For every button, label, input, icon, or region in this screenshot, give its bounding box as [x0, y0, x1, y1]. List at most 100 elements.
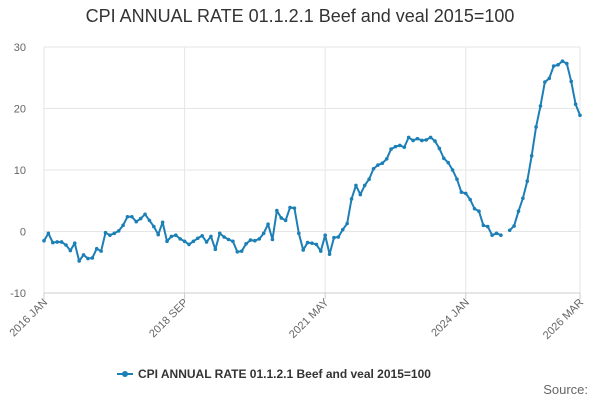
data-point[interactable] — [253, 238, 257, 243]
data-point[interactable] — [195, 236, 200, 241]
data-point[interactable] — [270, 237, 275, 242]
data-point[interactable] — [50, 240, 55, 245]
data-point[interactable] — [398, 143, 402, 148]
data-point[interactable] — [499, 233, 503, 237]
data-point[interactable] — [565, 61, 569, 66]
data-point[interactable] — [525, 179, 530, 183]
data-point[interactable] — [402, 145, 407, 150]
data-point[interactable] — [389, 147, 393, 151]
data-point[interactable] — [147, 218, 152, 223]
data-point[interactable] — [187, 242, 191, 247]
data-point[interactable] — [560, 59, 565, 63]
data-point[interactable] — [437, 146, 442, 151]
data-point[interactable] — [108, 233, 112, 237]
data-point[interactable] — [468, 197, 472, 202]
data-point[interactable] — [165, 239, 169, 244]
data-point[interactable] — [64, 243, 68, 247]
data-point[interactable] — [371, 166, 376, 171]
data-point[interactable] — [112, 231, 117, 236]
data-point[interactable] — [376, 163, 380, 167]
data-point[interactable] — [472, 206, 477, 211]
data-point[interactable] — [103, 230, 108, 235]
data-point[interactable] — [182, 239, 187, 244]
data-point[interactable] — [283, 218, 288, 223]
data-point[interactable] — [275, 208, 279, 213]
data-point[interactable] — [59, 240, 64, 244]
data-point[interactable] — [547, 76, 552, 81]
data-point[interactable] — [428, 135, 433, 140]
data-point[interactable] — [481, 223, 486, 228]
data-point[interactable] — [556, 63, 560, 67]
data-point[interactable] — [442, 156, 446, 161]
data-point[interactable] — [367, 177, 371, 182]
data-point[interactable] — [191, 239, 196, 244]
data-point[interactable] — [485, 224, 490, 229]
data-point[interactable] — [239, 249, 244, 253]
data-point[interactable] — [538, 104, 543, 108]
data-point[interactable] — [204, 240, 209, 244]
data-point[interactable] — [68, 248, 73, 253]
data-point[interactable] — [130, 214, 134, 219]
data-point[interactable] — [521, 196, 525, 201]
data-point[interactable] — [81, 253, 86, 257]
data-point[interactable] — [323, 233, 327, 237]
data-point[interactable] — [160, 220, 165, 225]
data-point[interactable] — [512, 224, 516, 228]
data-point[interactable] — [156, 232, 161, 237]
data-point[interactable] — [244, 242, 248, 246]
data-point[interactable] — [226, 237, 231, 242]
data-point[interactable] — [543, 80, 547, 84]
data-point[interactable] — [143, 212, 147, 217]
data-point[interactable] — [446, 160, 451, 165]
data-point[interactable] — [121, 223, 125, 228]
data-point[interactable] — [569, 79, 574, 84]
data-point[interactable] — [516, 209, 521, 213]
data-point[interactable] — [292, 206, 297, 210]
data-point[interactable] — [455, 177, 459, 182]
data-point[interactable] — [318, 249, 323, 253]
data-point[interactable] — [384, 157, 389, 161]
data-point[interactable] — [72, 241, 77, 245]
data-point[interactable] — [578, 113, 582, 118]
data-point[interactable] — [90, 256, 95, 260]
data-point[interactable] — [248, 238, 253, 242]
data-point[interactable] — [305, 240, 310, 245]
data-point[interactable] — [314, 242, 319, 247]
data-point[interactable] — [310, 241, 314, 245]
data-point[interactable] — [463, 191, 468, 196]
data-point[interactable] — [301, 248, 306, 252]
data-point[interactable] — [332, 235, 336, 240]
data-point[interactable] — [529, 154, 534, 158]
data-point[interactable] — [327, 252, 332, 257]
data-point[interactable] — [494, 231, 499, 236]
data-point[interactable] — [94, 246, 99, 251]
data-point[interactable] — [46, 231, 51, 236]
data-point[interactable] — [420, 138, 424, 143]
data-point[interactable] — [169, 234, 174, 239]
data-point[interactable] — [433, 139, 437, 143]
data-point[interactable] — [42, 238, 46, 243]
data-point[interactable] — [261, 231, 266, 236]
data-point[interactable] — [349, 197, 354, 201]
data-point[interactable] — [279, 216, 284, 220]
data-point[interactable] — [336, 235, 341, 239]
data-point[interactable] — [231, 239, 235, 244]
data-point[interactable] — [178, 237, 182, 241]
data-point[interactable] — [288, 205, 292, 210]
data-point[interactable] — [424, 138, 429, 142]
data-point[interactable] — [534, 125, 538, 129]
data-point[interactable] — [450, 168, 455, 172]
data-point[interactable] — [358, 192, 363, 197]
data-point[interactable] — [477, 209, 481, 213]
data-point[interactable] — [411, 138, 415, 143]
data-point[interactable] — [200, 234, 204, 238]
data-point[interactable] — [235, 249, 240, 254]
data-point[interactable] — [77, 259, 81, 263]
data-point[interactable] — [138, 216, 143, 221]
data-point[interactable] — [213, 247, 218, 252]
data-point[interactable] — [152, 224, 156, 229]
data-point[interactable] — [174, 233, 178, 237]
data-point[interactable] — [415, 136, 420, 141]
data-point[interactable] — [340, 227, 345, 232]
data-point[interactable] — [573, 102, 578, 106]
